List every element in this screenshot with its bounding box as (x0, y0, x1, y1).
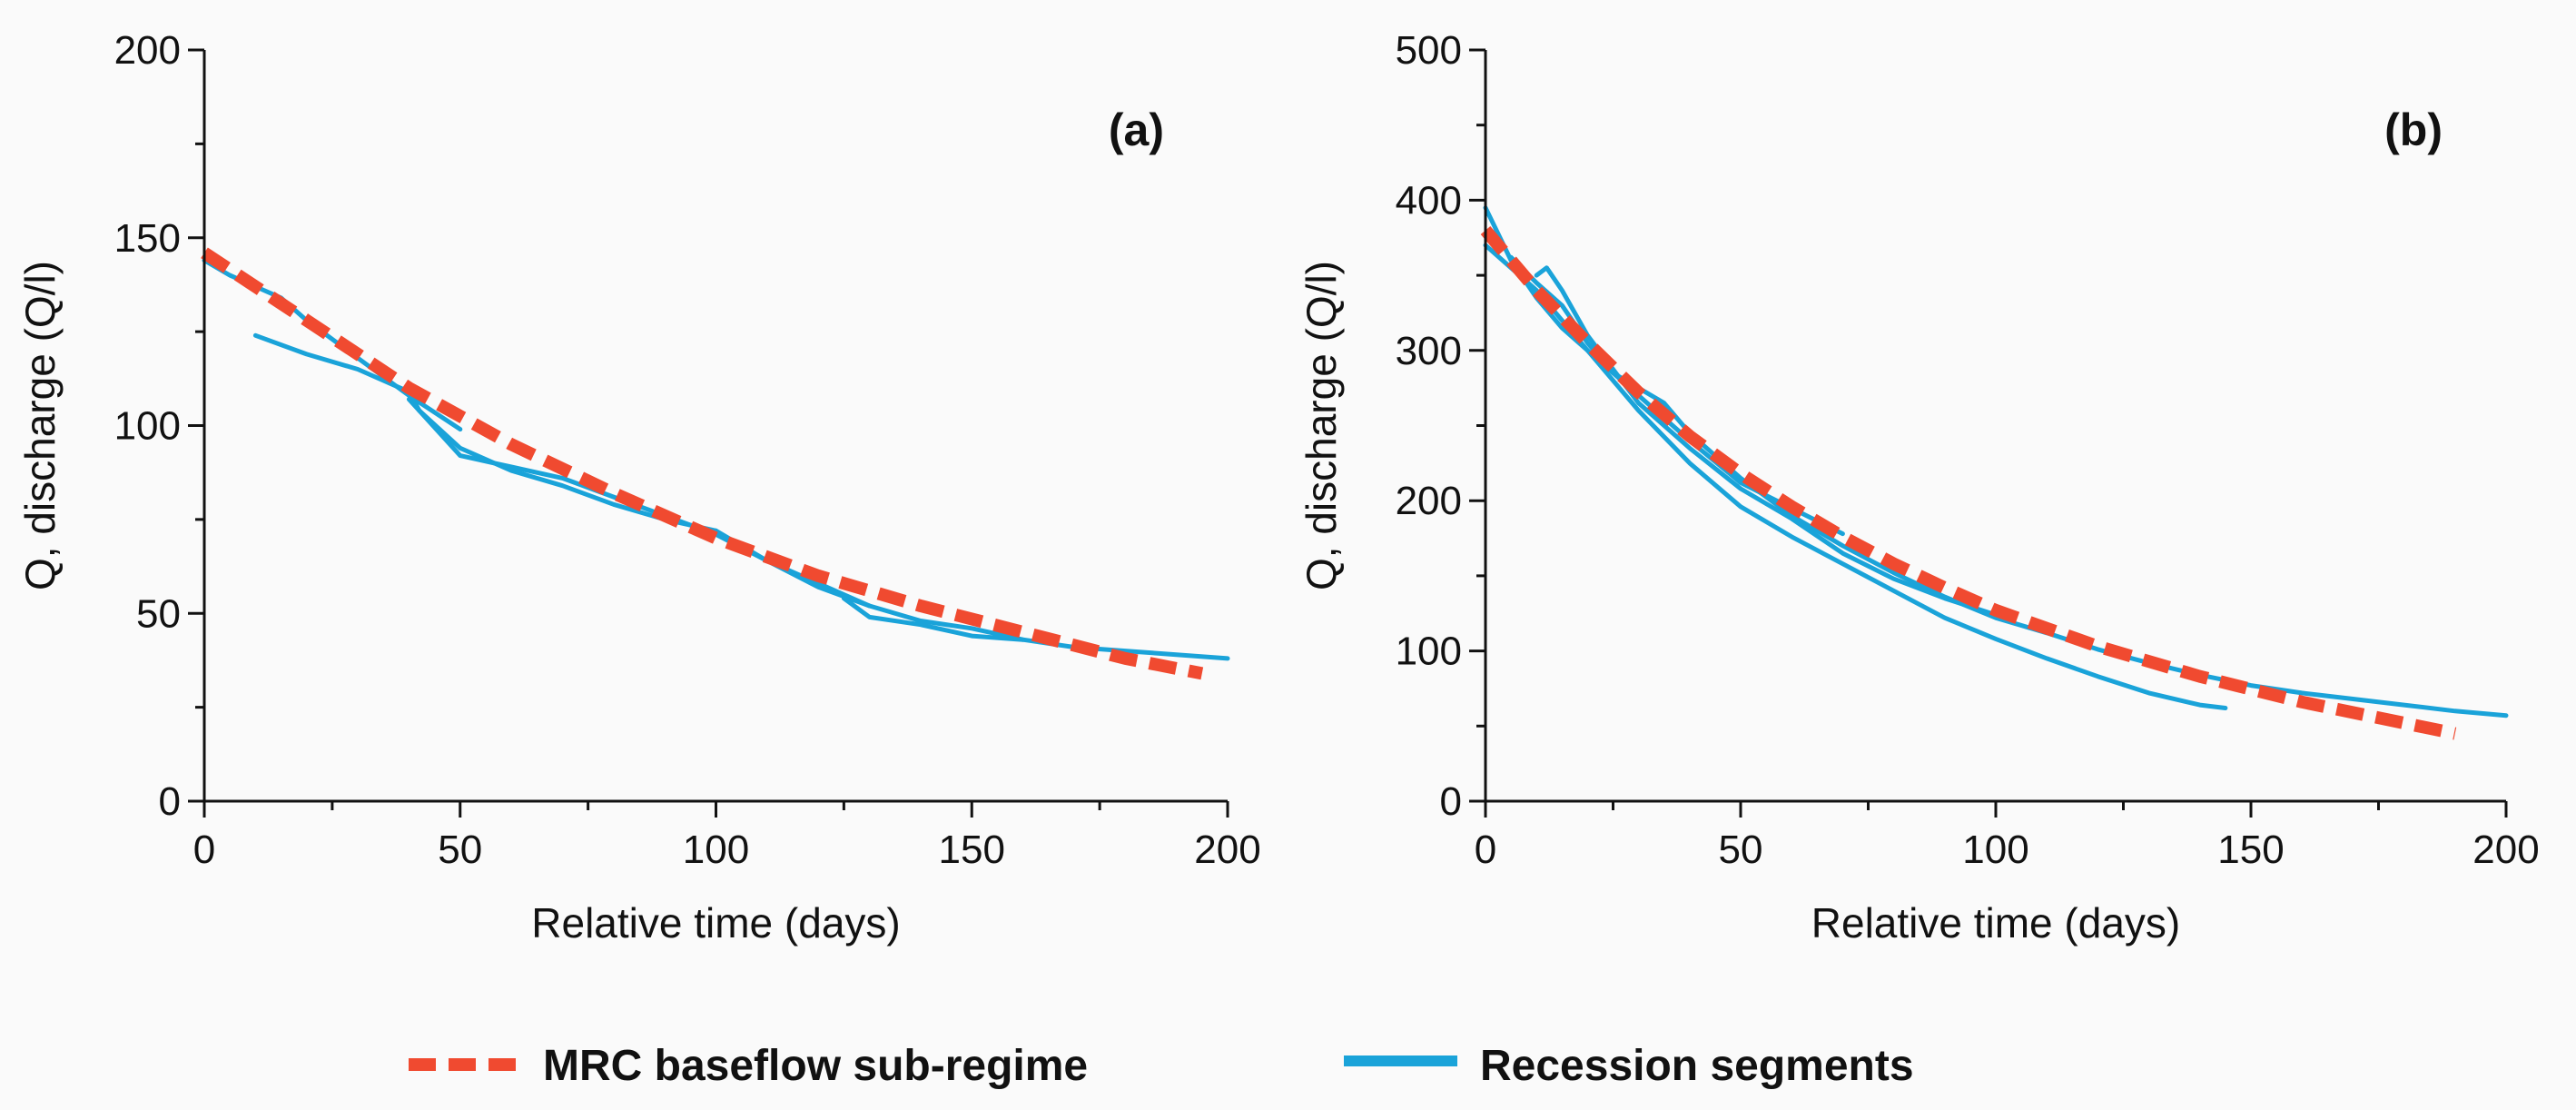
y-tick-label: 100 (114, 404, 181, 449)
x-tick-label: 100 (683, 828, 749, 872)
y-axis-title: Q, discharge (Q/l) (16, 261, 64, 590)
recession-segment-line (841, 596, 1026, 642)
x-tick-label: 100 (1962, 828, 2028, 872)
y-tick-label: 50 (136, 591, 181, 636)
x-tick-label: 50 (438, 828, 482, 872)
y-tick-label: 200 (114, 28, 181, 73)
mrc-baseflow-line (1480, 225, 2457, 740)
x-tick-label: 150 (939, 828, 1005, 872)
y-tick-label: 400 (1396, 178, 1462, 223)
legend: MRC baseflow sub-regime Recession segmen… (409, 1042, 1914, 1090)
y-tick-label: 300 (1396, 329, 1462, 373)
x-tick-label: 50 (1719, 828, 1763, 872)
x-tick-label: 200 (2472, 828, 2539, 872)
legend-recession-label: Recession segments (1480, 1042, 1914, 1090)
legend-mrc-label: MRC baseflow sub-regime (543, 1042, 1088, 1090)
recession-segment-line (252, 332, 718, 533)
y-tick-label: 150 (114, 216, 181, 261)
recession-segment-line (1483, 205, 2228, 710)
y-tick-label: 0 (1440, 779, 1462, 824)
mrc-baseflow-line (201, 247, 1204, 680)
panel-b-chart: 0 50 100 150 200 0 100 200 300 400 500 Relative tim… (1298, 28, 2540, 946)
x-tick-label: 0 (193, 828, 215, 872)
recession-segment-line (1483, 243, 1845, 537)
panel-label: (b) (2384, 104, 2443, 155)
x-tick-label: 150 (2217, 828, 2284, 872)
y-axis-title: Q, discharge (Q/l) (1298, 261, 1345, 590)
y-tick-label: 500 (1396, 28, 1462, 73)
panel-label: (a) (1109, 104, 1164, 155)
x-tick-label: 0 (1475, 828, 1496, 872)
x-axis-title: Relative time (days) (1811, 899, 2180, 946)
y-tick-label: 0 (159, 779, 181, 824)
panel-a-chart: 0 50 100 150 200 0 50 100 150 200 Relative time (d… (16, 28, 1261, 946)
y-tick-label: 200 (1396, 479, 1462, 523)
x-axis-title: Relative time (days) (531, 899, 900, 946)
recession-segment-line (1534, 265, 1999, 618)
y-tick-label: 100 (1396, 629, 1462, 674)
x-tick-label: 200 (1194, 828, 1260, 872)
recession-segment-line (1508, 254, 2509, 719)
recession-segment-line (714, 528, 1230, 661)
